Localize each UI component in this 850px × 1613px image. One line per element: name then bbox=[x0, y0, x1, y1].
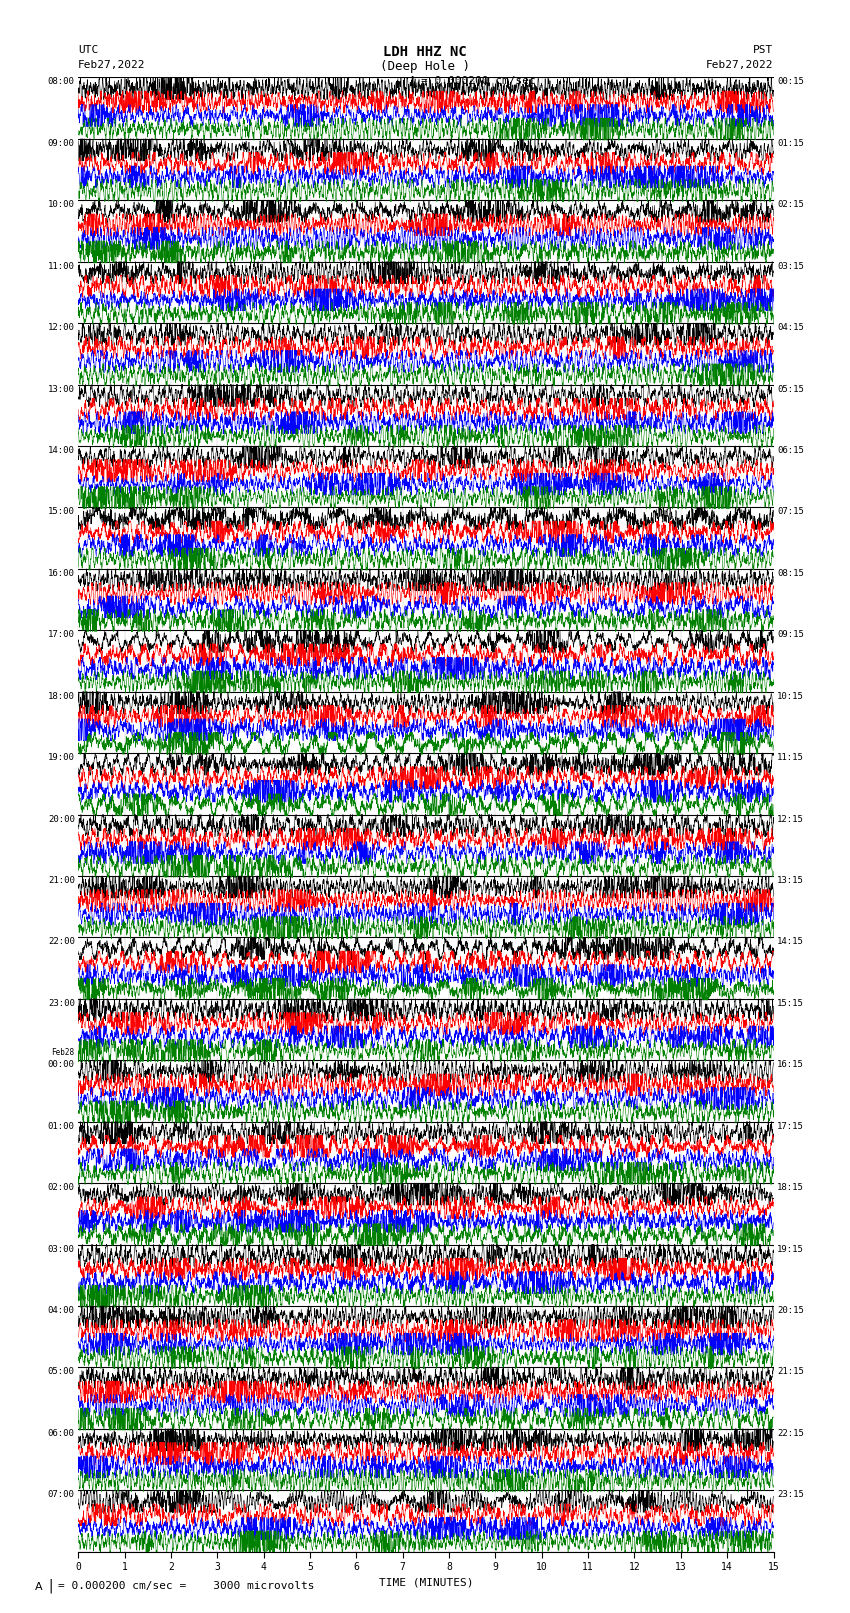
Text: 10:00: 10:00 bbox=[48, 200, 75, 210]
Text: 19:15: 19:15 bbox=[777, 1245, 804, 1253]
Text: 15:15: 15:15 bbox=[777, 998, 804, 1008]
Text: 21:00: 21:00 bbox=[48, 876, 75, 886]
Text: 13:00: 13:00 bbox=[48, 384, 75, 394]
Text: 06:00: 06:00 bbox=[48, 1429, 75, 1437]
Text: 14:15: 14:15 bbox=[777, 937, 804, 947]
Text: 13:15: 13:15 bbox=[777, 876, 804, 886]
X-axis label: TIME (MINUTES): TIME (MINUTES) bbox=[378, 1578, 473, 1587]
Text: 06:15: 06:15 bbox=[777, 447, 804, 455]
Text: 03:00: 03:00 bbox=[48, 1245, 75, 1253]
Text: 16:00: 16:00 bbox=[48, 569, 75, 577]
Text: 00:00: 00:00 bbox=[48, 1060, 75, 1069]
Text: = 0.000200 cm/sec =    3000 microvolts: = 0.000200 cm/sec = 3000 microvolts bbox=[58, 1581, 314, 1590]
Text: 05:15: 05:15 bbox=[777, 384, 804, 394]
Text: 14:00: 14:00 bbox=[48, 447, 75, 455]
Text: 04:00: 04:00 bbox=[48, 1307, 75, 1315]
Text: 23:15: 23:15 bbox=[777, 1490, 804, 1498]
Text: 12:00: 12:00 bbox=[48, 323, 75, 332]
Text: 17:15: 17:15 bbox=[777, 1121, 804, 1131]
Text: Feb27,2022: Feb27,2022 bbox=[706, 60, 774, 69]
Text: 20:15: 20:15 bbox=[777, 1307, 804, 1315]
Text: 15:00: 15:00 bbox=[48, 508, 75, 516]
Text: 02:15: 02:15 bbox=[777, 200, 804, 210]
Text: 08:15: 08:15 bbox=[777, 569, 804, 577]
Text: 03:15: 03:15 bbox=[777, 261, 804, 271]
Text: 09:00: 09:00 bbox=[48, 139, 75, 148]
Text: |: | bbox=[47, 1579, 55, 1592]
Text: 22:15: 22:15 bbox=[777, 1429, 804, 1437]
Text: Feb28: Feb28 bbox=[52, 1048, 75, 1057]
Text: 20:00: 20:00 bbox=[48, 815, 75, 824]
Text: 12:15: 12:15 bbox=[777, 815, 804, 824]
Text: 01:00: 01:00 bbox=[48, 1121, 75, 1131]
Text: 01:15: 01:15 bbox=[777, 139, 804, 148]
Text: Feb27,2022: Feb27,2022 bbox=[78, 60, 145, 69]
Text: 02:00: 02:00 bbox=[48, 1184, 75, 1192]
Text: 09:15: 09:15 bbox=[777, 631, 804, 639]
Text: 23:00: 23:00 bbox=[48, 998, 75, 1008]
Text: UTC: UTC bbox=[78, 45, 99, 55]
Text: 18:15: 18:15 bbox=[777, 1184, 804, 1192]
Text: 11:15: 11:15 bbox=[777, 753, 804, 761]
Text: $\rm{A}$: $\rm{A}$ bbox=[34, 1579, 43, 1592]
Text: (Deep Hole ): (Deep Hole ) bbox=[380, 60, 470, 73]
Text: 04:15: 04:15 bbox=[777, 323, 804, 332]
Text: 10:15: 10:15 bbox=[777, 692, 804, 700]
Text: 08:00: 08:00 bbox=[48, 77, 75, 87]
Text: 21:15: 21:15 bbox=[777, 1368, 804, 1376]
Text: 07:15: 07:15 bbox=[777, 508, 804, 516]
Text: = 0.000200 cm/sec: = 0.000200 cm/sec bbox=[421, 76, 536, 85]
Text: 17:00: 17:00 bbox=[48, 631, 75, 639]
Text: PST: PST bbox=[753, 45, 774, 55]
Text: 19:00: 19:00 bbox=[48, 753, 75, 761]
Text: 11:00: 11:00 bbox=[48, 261, 75, 271]
Text: 07:00: 07:00 bbox=[48, 1490, 75, 1498]
Text: 18:00: 18:00 bbox=[48, 692, 75, 700]
Text: |: | bbox=[408, 76, 416, 92]
Text: 00:15: 00:15 bbox=[777, 77, 804, 87]
Text: 16:15: 16:15 bbox=[777, 1060, 804, 1069]
Text: 05:00: 05:00 bbox=[48, 1368, 75, 1376]
Text: 22:00: 22:00 bbox=[48, 937, 75, 947]
Text: LDH HHZ NC: LDH HHZ NC bbox=[383, 45, 467, 60]
